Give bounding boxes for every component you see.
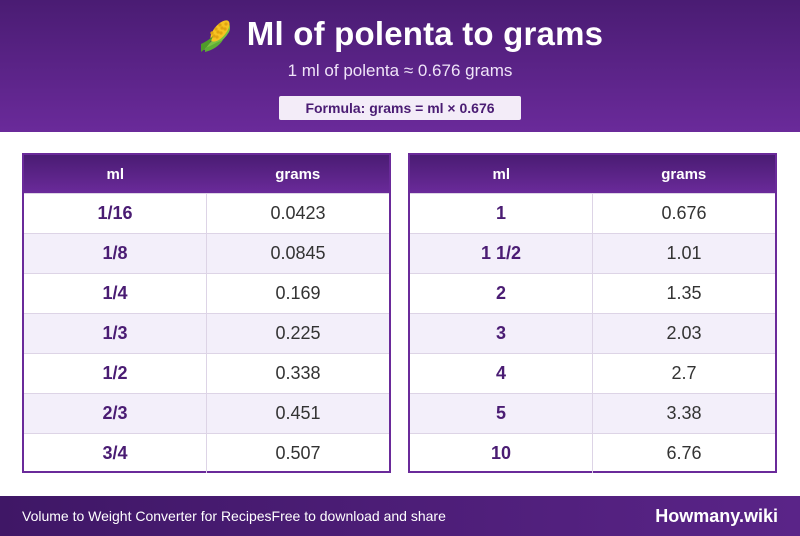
table-body: 1/16 0.0423 1/8 0.0845 1/4 0.169 1/3 0.225 1… (24, 193, 389, 473)
grams-cell: 0.338 (275, 363, 321, 383)
ml-cell: 5 (410, 394, 593, 433)
grams-cell: 0.676 (661, 203, 707, 223)
ml-cell: 1 1/2 (410, 234, 593, 273)
table-row: 1/2 0.338 (24, 353, 389, 393)
table-row: 1/16 0.0423 (24, 193, 389, 233)
ml-cell: 1/4 (24, 274, 207, 313)
table-row: 3 2.03 (410, 313, 775, 353)
table-row: 4 2.7 (410, 353, 775, 393)
table-row: 10 6.76 (410, 433, 775, 473)
page-subtitle: 1 ml of polenta ≈ 0.676 grams (287, 61, 513, 80)
grams-cell: 0.169 (275, 283, 321, 303)
ml-cell: 1/2 (24, 354, 207, 393)
ml-cell: 2 (410, 274, 593, 313)
grams-cell: 0.451 (275, 403, 321, 423)
corn-icon (200, 20, 230, 52)
table-row: 2/3 0.451 (24, 393, 389, 433)
table-row: 3/4 0.507 (24, 433, 389, 473)
formula-badge: Formula: grams = ml × 0.676 (279, 96, 521, 120)
column-header-grams: grams (275, 165, 321, 183)
column-header-ml: ml (106, 165, 124, 183)
ml-cell: 1/3 (24, 314, 207, 353)
grams-cell: 0.225 (275, 323, 321, 343)
table-header: ml grams (24, 155, 389, 193)
table-row: 5 3.38 (410, 393, 775, 433)
ml-cell: 2/3 (24, 394, 207, 433)
page-title: Ml of polenta to grams (246, 15, 604, 52)
ml-cell: 4 (410, 354, 593, 393)
table-row: 1/3 0.225 (24, 313, 389, 353)
table-row: 1/8 0.0845 (24, 233, 389, 273)
column-header-ml: ml (492, 165, 510, 183)
grams-cell: 0.507 (275, 443, 321, 463)
column-header-grams: grams (661, 165, 707, 183)
footer: Volume to Weight Converter for Recipes F… (0, 496, 800, 536)
ml-cell: 3 (410, 314, 593, 353)
table-header: ml grams (410, 155, 775, 193)
header: Ml of polenta to grams 1 ml of polenta ≈… (0, 0, 800, 132)
table-body: 1 0.676 1 1/2 1.01 2 1.35 3 2.03 4 2.7 5 3.38 … (410, 193, 775, 473)
ml-cell: 10 (410, 434, 593, 473)
table-row: 1/4 0.169 (24, 273, 389, 313)
ml-cell: 1/8 (24, 234, 207, 273)
table-row: 2 1.35 (410, 273, 775, 313)
ml-cell: 1/16 (24, 194, 207, 233)
ml-cell: 3/4 (24, 434, 207, 473)
title-row: Ml of polenta to grams (0, 12, 800, 56)
conversion-table-left: ml grams 1/16 0.0423 1/8 0.0845 1/4 0.169 1… (22, 153, 391, 473)
grams-cell: 0.0423 (270, 203, 326, 223)
footer-share-text: Free to download and share (271, 508, 446, 524)
footer-converter-text: Volume to Weight Converter for Recipes (22, 508, 272, 524)
brand-link[interactable]: Howmany.wiki (655, 505, 778, 526)
grams-cell: 3.38 (666, 403, 702, 423)
table-row: 1 1/2 1.01 (410, 233, 775, 273)
ml-cell: 1 (410, 194, 593, 233)
grams-cell: 2.7 (671, 363, 697, 383)
grams-cell: 0.0845 (270, 243, 326, 263)
grams-cell: 6.76 (666, 443, 702, 463)
grams-cell: 1.35 (666, 283, 702, 303)
grams-cell: 1.01 (666, 243, 702, 263)
grams-cell: 2.03 (666, 323, 702, 343)
table-row: 1 0.676 (410, 193, 775, 233)
